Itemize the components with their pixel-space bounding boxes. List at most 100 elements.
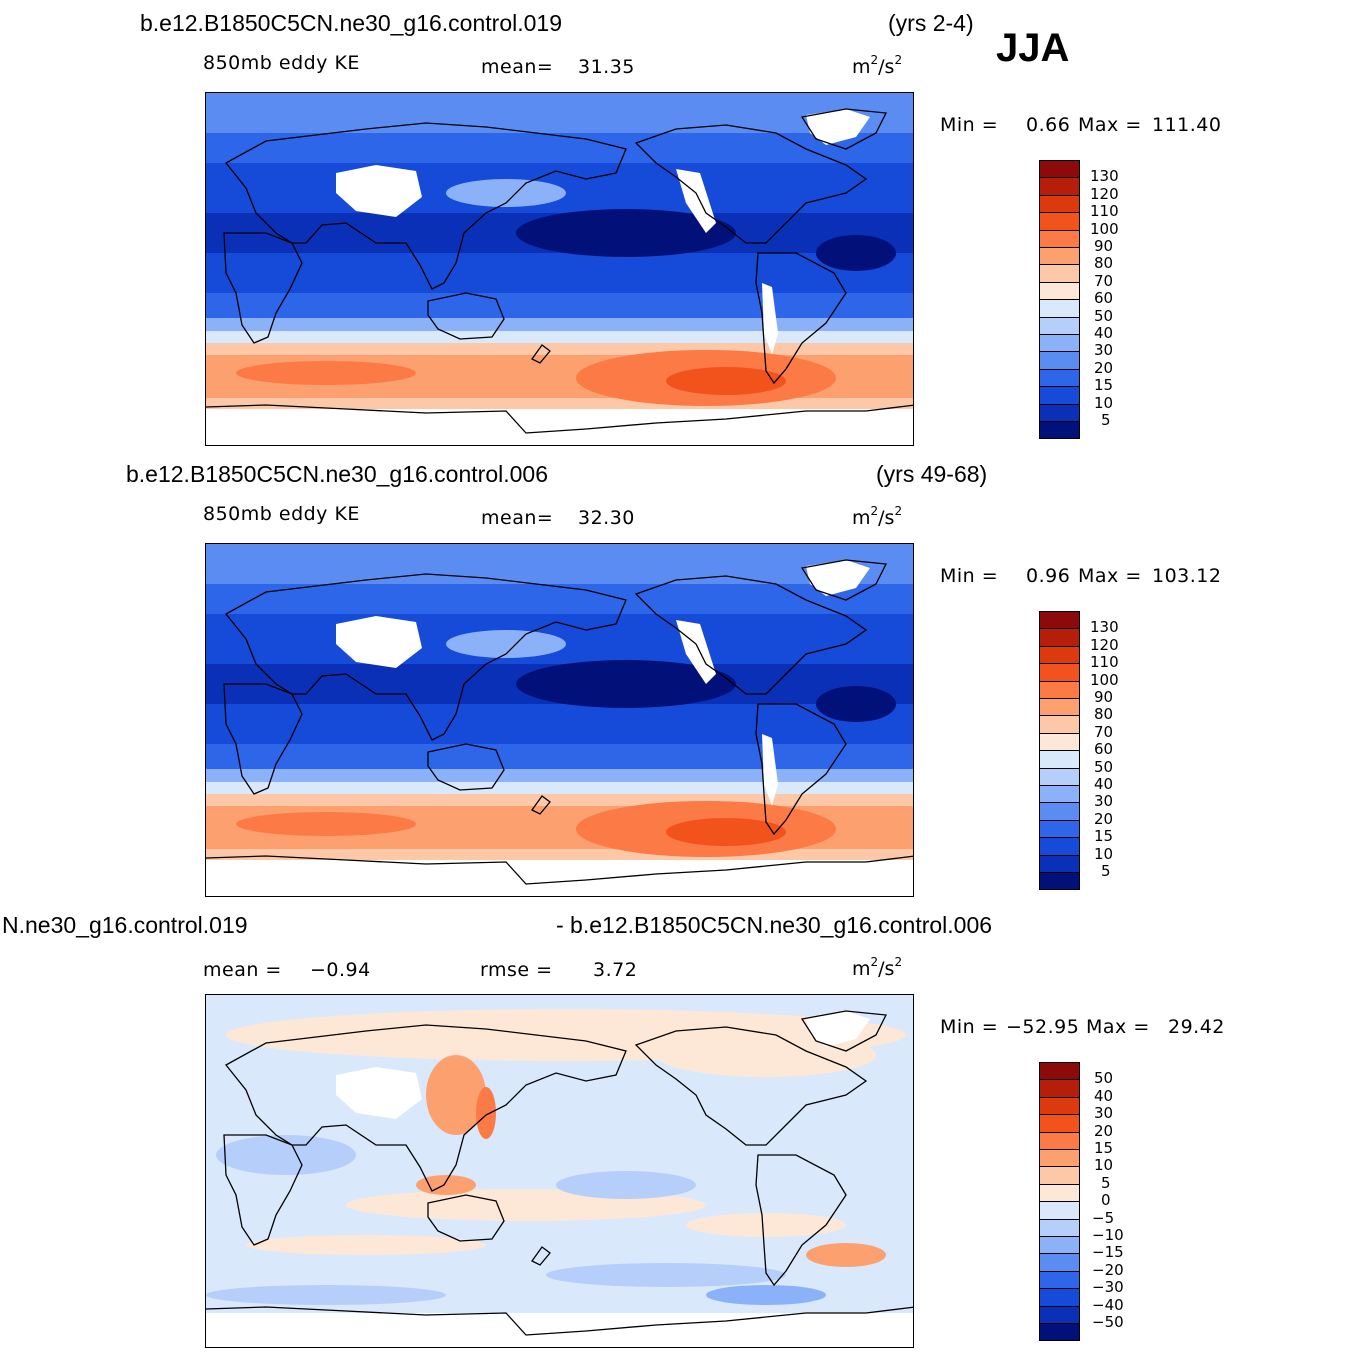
panel3-max-value: 29.42	[1168, 1016, 1225, 1038]
coastline	[800, 1010, 888, 1052]
colorbar-box	[1039, 1062, 1080, 1080]
coastline	[206, 404, 913, 434]
colorbar-label: 20	[1094, 809, 1114, 828]
coastline	[531, 344, 551, 364]
colorbar-label: 10	[1094, 844, 1114, 863]
coastline	[531, 795, 551, 815]
colorbar-label: −20	[1092, 1260, 1124, 1279]
panel2-min-label: Min =	[940, 565, 999, 587]
colorbar-label: 5	[1101, 862, 1111, 880]
colorbar-label: 5	[1101, 1173, 1111, 1192]
colorbar-label: 100	[1090, 670, 1119, 689]
panel2-units: m2/s2	[852, 504, 903, 529]
colorbar-box	[1039, 334, 1080, 352]
map-svg	[206, 995, 913, 1347]
colorbar-label: 90	[1094, 688, 1114, 706]
coastline	[634, 124, 868, 244]
coastline	[755, 1154, 847, 1287]
colorbar-box	[1039, 1131, 1080, 1150]
colorbar-box	[1039, 837, 1080, 856]
panel1-max-label: Max =	[1078, 114, 1142, 136]
panel3-min-value: −52.95	[1006, 1016, 1080, 1038]
colorbar-box	[1039, 715, 1080, 734]
panel3-rmse-label: rmse =	[480, 959, 553, 981]
colorbar-label: 80	[1094, 254, 1114, 273]
colorbar-edge	[1039, 1340, 1080, 1342]
coastline	[531, 1246, 551, 1266]
panel3-case-right: - b.e12.B1850C5CN.ne30_g16.control.006	[556, 912, 993, 938]
coastline	[634, 1026, 868, 1146]
colorbar-box	[1039, 247, 1080, 265]
colorbar-box	[1039, 1236, 1080, 1254]
colorbar-label: 110	[1090, 653, 1119, 672]
panel1-units: m2/s2	[852, 53, 903, 78]
panel3-max-label: Max =	[1086, 1016, 1150, 1038]
coastline	[223, 683, 303, 795]
colorbar-label: 130	[1090, 618, 1119, 637]
panel1-max-value: 111.40	[1152, 114, 1222, 136]
colorbar-box	[1039, 819, 1080, 838]
coastline	[223, 1134, 303, 1246]
colorbar-label: 40	[1094, 1086, 1114, 1105]
colorbar-box	[1039, 194, 1080, 213]
colorbar-label: 90	[1094, 237, 1114, 255]
colorbar-box	[1039, 368, 1080, 387]
colorbar-box	[1039, 1218, 1080, 1237]
colorbar-label: 15	[1094, 376, 1114, 395]
panel1-variable: 850mb eddy KE	[203, 52, 360, 74]
colorbar-box	[1039, 1305, 1080, 1324]
colorbar-box	[1039, 1149, 1080, 1167]
colorbar-label: 5	[1101, 411, 1111, 429]
colorbar-label: 130	[1090, 167, 1119, 186]
panel2-map	[205, 543, 914, 897]
colorbar-label: 40	[1094, 324, 1114, 342]
coastline	[206, 855, 913, 885]
colorbar-box	[1039, 299, 1080, 318]
colorbar-label: 50	[1094, 1069, 1114, 1088]
colorbar-box	[1039, 403, 1080, 422]
colorbar-edge	[1039, 438, 1080, 440]
colorbar-box	[1039, 1201, 1080, 1220]
colorbar-box	[1039, 160, 1080, 178]
colorbar-box	[1039, 1183, 1080, 1202]
coastline	[427, 1194, 505, 1242]
colorbar-label: 30	[1094, 1104, 1114, 1123]
panel3-mean-value: −0.94	[310, 959, 371, 981]
panel2-mean-label: mean=	[481, 507, 554, 529]
colorbar-box	[1039, 1323, 1080, 1341]
colorbar-box	[1039, 229, 1080, 248]
colorbar-box	[1039, 316, 1080, 335]
colorbar-label: 60	[1094, 740, 1114, 759]
colorbar-box	[1039, 264, 1080, 283]
panel1-mean-value: 31.35	[578, 56, 635, 78]
colorbar-box	[1039, 1096, 1080, 1115]
colorbar-box	[1039, 732, 1080, 751]
map-svg	[206, 93, 913, 445]
map-svg	[206, 544, 913, 896]
panel1-min-label: Min =	[940, 114, 999, 136]
colorbar-label: 50	[1094, 757, 1114, 776]
colorbar-box	[1039, 698, 1080, 716]
panel3-map	[205, 994, 914, 1348]
colorbar-label: 30	[1094, 341, 1114, 360]
colorbar-box	[1039, 680, 1080, 699]
panel1-mean-label: mean=	[481, 56, 554, 78]
colorbar-label: 10	[1094, 1156, 1114, 1175]
panel3-mean-label: mean =	[203, 959, 282, 981]
colorbar-box	[1039, 351, 1080, 370]
colorbar-box	[1039, 767, 1080, 786]
colorbar-label: 120	[1090, 184, 1119, 203]
panel2-mean-value: 32.30	[578, 507, 635, 529]
coastline	[206, 1306, 913, 1336]
colorbar-box	[1039, 854, 1080, 873]
colorbar-box	[1039, 1079, 1080, 1098]
panel2-case-title: b.e12.B1850C5CN.ne30_g16.control.006	[126, 461, 548, 487]
coastline	[755, 703, 847, 836]
colorbar-label: −30	[1092, 1278, 1124, 1297]
colorbar-label: 10	[1094, 393, 1114, 412]
colorbar-label: 60	[1094, 289, 1114, 308]
colorbar-box	[1039, 421, 1080, 439]
colorbar-box	[1039, 386, 1080, 405]
colorbar-box	[1039, 663, 1080, 682]
colorbar-box	[1039, 1114, 1080, 1133]
